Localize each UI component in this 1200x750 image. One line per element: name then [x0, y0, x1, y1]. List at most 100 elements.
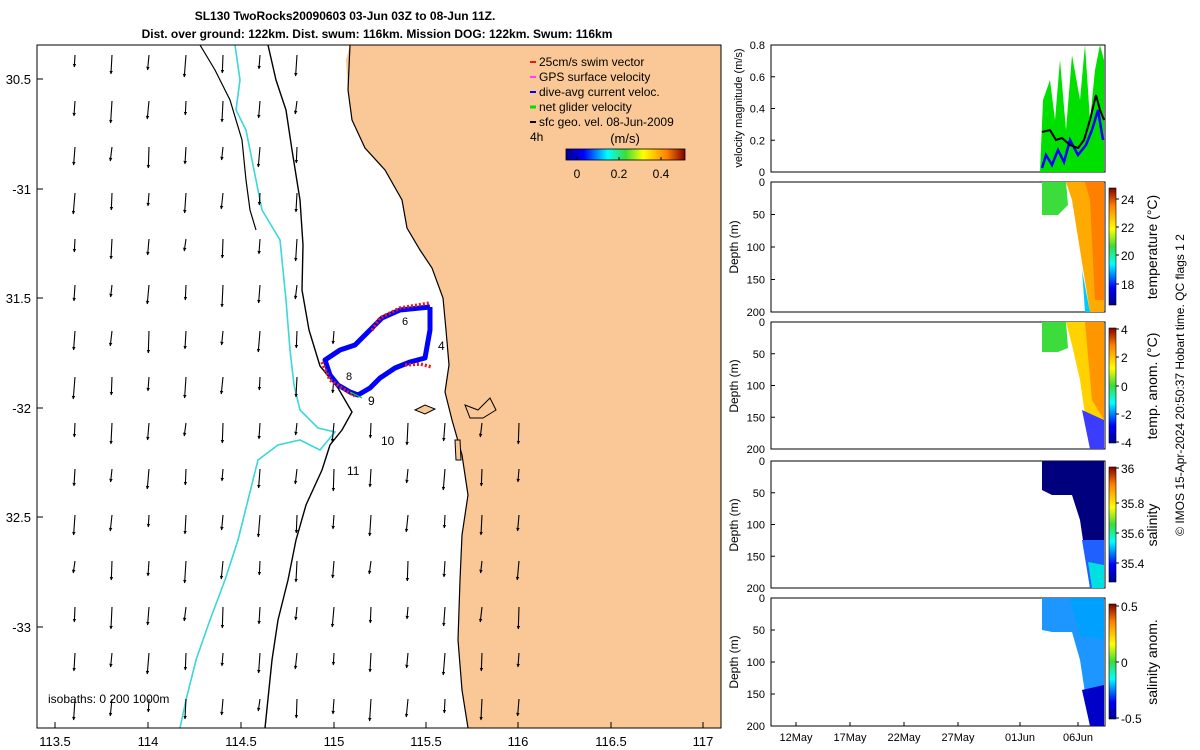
current-arrow	[515, 560, 520, 581]
sanom-yticks-tick-4: 200	[747, 721, 765, 733]
day-label-11: 11	[347, 464, 360, 478]
temperature-cblabel: temperature (°C)	[1144, 195, 1160, 299]
current-arrow	[109, 468, 113, 483]
current-arrow	[479, 698, 483, 721]
day-label-10: 10	[381, 434, 395, 448]
current-arrow	[442, 698, 447, 714]
credit-text: © IMOS 15-Apr-2024 20:50:37 Hobart time.…	[1173, 234, 1187, 536]
current-arrow	[256, 330, 261, 353]
current-arrow	[294, 560, 298, 583]
current-arrow	[72, 606, 77, 623]
current-arrow	[146, 606, 150, 626]
isobath-1000m-black	[199, 45, 257, 231]
current-arrow	[182, 422, 187, 437]
sal-cbticks-tick-3: 35.4	[1121, 557, 1145, 571]
current-arrow	[72, 284, 76, 302]
day-label-6: 6	[402, 316, 408, 328]
current-arrow	[405, 560, 410, 582]
current-arrow	[146, 560, 150, 577]
current-arrow	[220, 698, 224, 716]
current-arrow	[145, 652, 150, 675]
current-arrow	[294, 606, 298, 621]
title-line-1: SL130 TwoRocks20090603 03-Jun 03Z to 08-…	[195, 9, 496, 23]
current-arrow	[294, 514, 299, 534]
temp-cbticks-tick-3: 18	[1121, 278, 1135, 292]
day-label-8: 8	[346, 371, 352, 383]
current-arrow	[72, 146, 76, 166]
map-y-axis: 30.5 -31 31.5 -32 32.5 -33	[6, 72, 43, 635]
sal-yticks-tick-2: 100	[747, 520, 765, 532]
current-arrow	[257, 422, 261, 440]
current-arrow	[220, 238, 225, 259]
current-arrow	[72, 468, 76, 487]
isobath-1000m	[179, 45, 337, 728]
sanom-cbticks-tick-2: -0.5	[1121, 712, 1142, 726]
temp-yticks-tick-1: 50	[753, 210, 765, 222]
panel-x-tick-4: 01Jun	[1005, 732, 1035, 744]
current-arrow	[146, 376, 150, 392]
temperature-colorbar	[1108, 187, 1117, 306]
sanom-cbticks-tick-0: 0.5	[1121, 600, 1138, 614]
tanom-yticks-tick-0: 0	[759, 317, 765, 329]
tanom-cbticks-tick-2: 0	[1121, 380, 1128, 394]
current-arrow	[441, 468, 446, 491]
legend-item-sfc-geo: sfc geo. vel. 08-Jun-2009	[530, 115, 674, 129]
temp-yticks-tick-2: 100	[747, 242, 765, 254]
current-arrow	[108, 330, 113, 347]
current-arrow	[109, 376, 114, 396]
tanom-cbticks-tick-0: 4	[1121, 323, 1128, 337]
sal-yticks-tick-4: 200	[747, 583, 765, 595]
current-arrow	[294, 146, 299, 164]
map-y-tick-5: -33	[12, 620, 31, 635]
current-arrow	[257, 192, 262, 206]
current-arrow	[108, 514, 113, 532]
current-arrow	[479, 514, 483, 536]
tanom-cbticks-tick-1: 2	[1121, 351, 1128, 365]
current-arrow	[257, 238, 261, 255]
current-arrow	[479, 652, 484, 672]
current-arrow	[516, 422, 521, 445]
current-arrow	[183, 146, 187, 165]
current-arrow	[478, 606, 483, 623]
isobaths-label: isobaths: 0 200 1000m	[48, 692, 169, 706]
map-x-tick-1: 114	[138, 734, 159, 749]
current-arrow	[368, 468, 372, 488]
temp-yticks-tick-3: 150	[747, 275, 765, 287]
current-arrow	[294, 238, 298, 262]
colorbar-tick-1: 0.2	[611, 167, 628, 181]
sfc-geo-series	[1041, 94, 1105, 150]
current-arrow	[405, 606, 409, 620]
temp-cbticks-tick-0: 24	[1121, 193, 1135, 207]
current-arrow	[182, 54, 187, 78]
current-arrow	[109, 192, 114, 211]
current-arrow	[220, 514, 224, 531]
map-y-tick-1: -31	[12, 182, 31, 197]
current-arrow	[72, 422, 77, 438]
current-arrow	[182, 606, 187, 622]
current-arrow	[183, 192, 187, 214]
river-estuary	[464, 397, 497, 419]
current-arrow	[257, 376, 262, 391]
current-arrow	[257, 468, 261, 489]
current-arrow	[146, 238, 150, 256]
map-x-tick-5: 116	[508, 734, 529, 749]
current-arrow	[294, 698, 299, 719]
rottnest-island	[413, 404, 437, 415]
isobath-200m	[264, 45, 353, 728]
current-arrow	[368, 422, 373, 439]
map-legend: 25cm/s swim vector GPS surface velocity …	[530, 55, 686, 181]
current-arrow	[257, 100, 261, 119]
current-arrow	[479, 468, 484, 487]
current-arrow	[183, 560, 187, 584]
current-arrow	[479, 560, 483, 574]
map-frame	[36, 44, 722, 729]
current-arrow	[257, 284, 261, 304]
current-arrow	[257, 606, 261, 625]
map-x-tick-7: 117	[693, 734, 714, 749]
current-arrow	[293, 284, 298, 300]
current-arrow	[220, 468, 224, 482]
current-arrow	[405, 652, 409, 669]
velocity-tick-4: 0.8	[750, 40, 765, 52]
current-arrow	[183, 698, 187, 720]
tanom-yticks-tick-1: 50	[753, 349, 765, 361]
